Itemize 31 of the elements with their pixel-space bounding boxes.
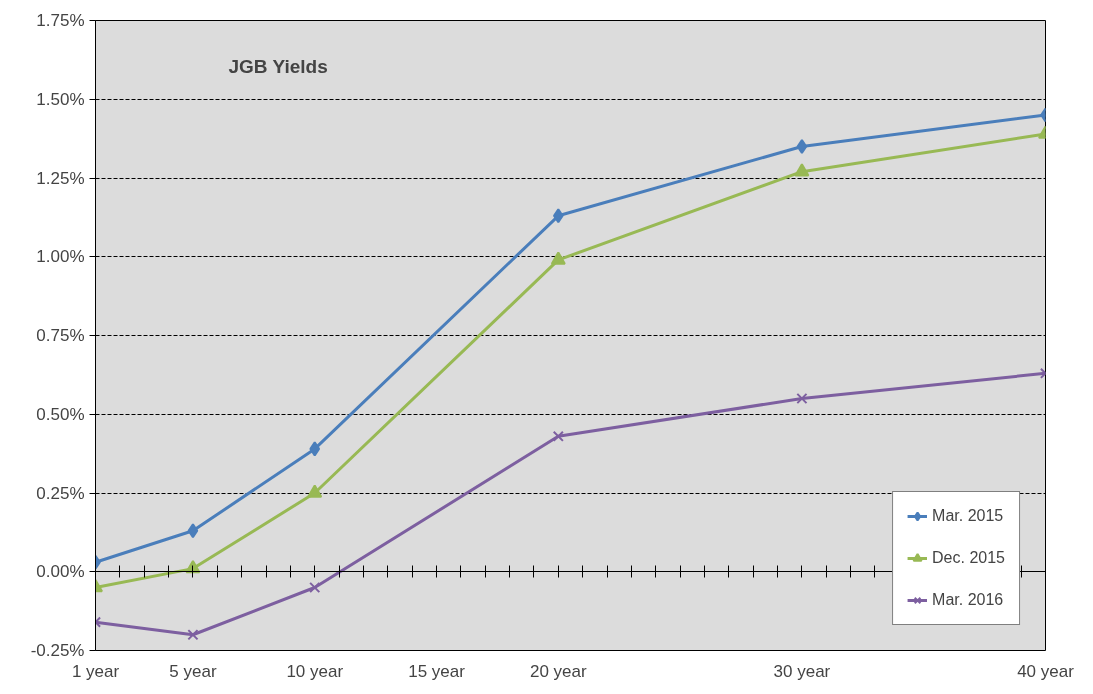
point	[796, 139, 808, 154]
point	[309, 581, 321, 594]
point	[550, 251, 566, 265]
y-tick-label: 0.50%	[36, 404, 85, 424]
point	[187, 629, 199, 641]
x-tick-label: 40 year	[1017, 661, 1075, 681]
point	[794, 163, 810, 177]
point	[187, 523, 199, 539]
text: JGB Yields	[228, 56, 328, 78]
y-tick-label: 1.00%	[36, 247, 85, 267]
y-tick-label: 0.25%	[36, 483, 85, 503]
point	[552, 430, 564, 442]
legend-label: Dec. 2015	[932, 549, 1005, 567]
x-tick-label: 1 year	[71, 661, 120, 681]
point	[307, 484, 323, 498]
y-tick-label: 0.00%	[36, 562, 85, 582]
y-tick-label: 1.75%	[36, 11, 85, 30]
x-tick-label: 30 year	[773, 661, 831, 681]
x-tick-label: 5 year	[169, 661, 217, 681]
y-tick-label: 1.50%	[36, 89, 85, 109]
x-tick-label: 15 year	[408, 661, 466, 681]
point	[552, 208, 564, 224]
y-tick-label: 1.25%	[36, 168, 85, 188]
y-tick-label: -0.25%	[30, 641, 85, 660]
legend-label: Mar. 2016	[932, 591, 1004, 609]
point	[309, 441, 321, 457]
legend-label: Mar. 2015	[932, 507, 1004, 525]
x-tick-label: 10 year	[286, 661, 344, 681]
y-tick-label: 0.75%	[36, 326, 85, 345]
x-tick-label: 20 year	[529, 661, 588, 681]
point	[796, 392, 808, 405]
